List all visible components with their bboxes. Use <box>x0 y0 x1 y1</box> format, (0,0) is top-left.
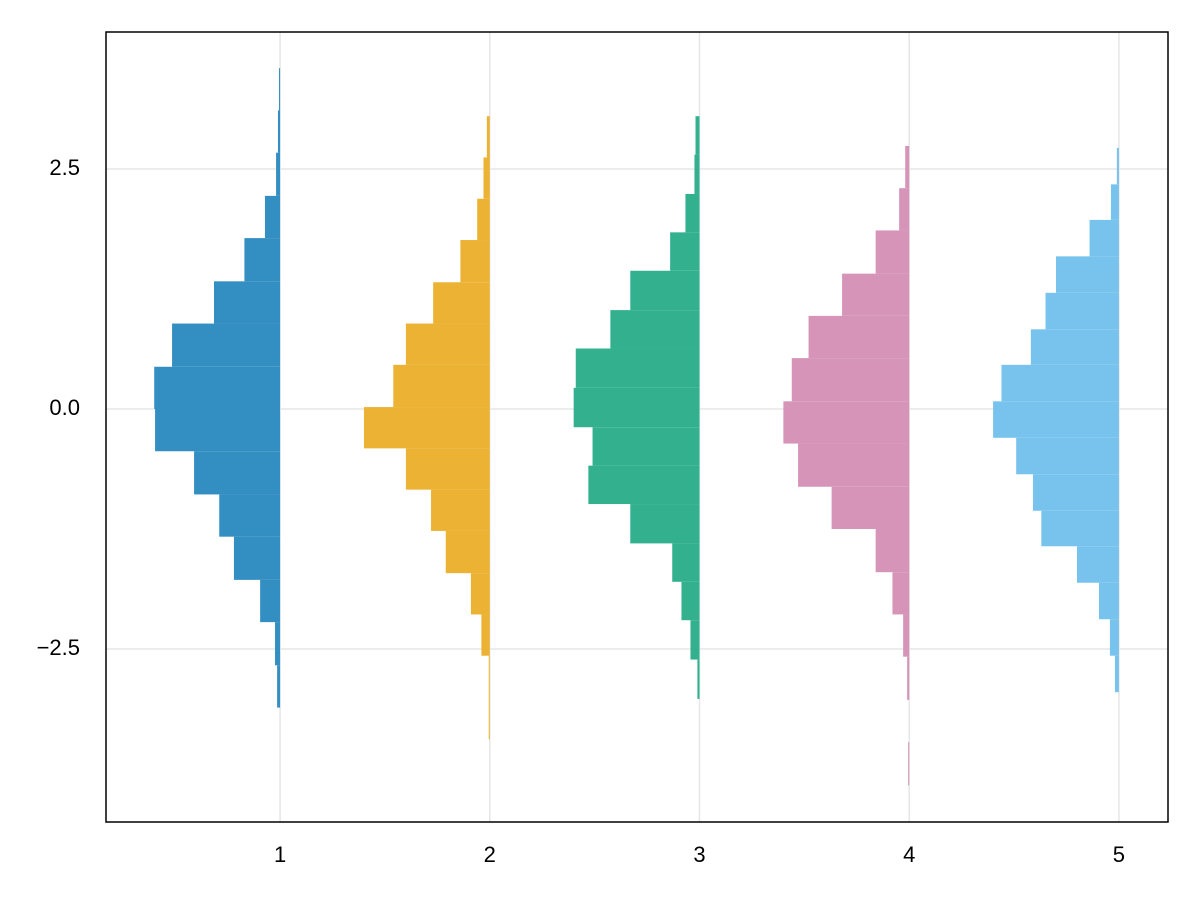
hist-bar <box>277 665 281 708</box>
hist-bar <box>892 572 910 615</box>
hist-bar <box>477 198 490 241</box>
hist-bar <box>405 323 490 365</box>
hist-bar <box>1056 256 1119 293</box>
hist-bar <box>172 323 281 367</box>
hist-bar <box>1001 364 1119 402</box>
hist-bar <box>842 273 910 316</box>
x-tick-label: 1 <box>274 842 286 867</box>
hist-bar <box>154 366 281 409</box>
hist-bar <box>831 486 910 530</box>
x-tick-label: 4 <box>903 842 915 867</box>
hist-bar <box>1099 582 1119 620</box>
hist-bar <box>1030 329 1119 365</box>
hist-bar <box>798 443 910 487</box>
hist-bar <box>488 655 490 698</box>
hist-bar <box>875 529 910 573</box>
hist-bar <box>695 116 700 155</box>
hist-bar <box>1109 619 1119 656</box>
hist-bar <box>1016 437 1119 475</box>
hist-bar <box>483 157 490 199</box>
hist-bar <box>279 68 281 111</box>
hist-bar <box>610 310 700 349</box>
hist-bar <box>694 154 700 194</box>
hist-bar <box>670 232 700 271</box>
hist-bar <box>194 451 281 495</box>
hist-bar <box>630 504 700 544</box>
hist-bar <box>1041 510 1119 547</box>
hist-bar <box>219 494 281 537</box>
hist-bar <box>791 358 910 402</box>
hist-bar <box>1089 219 1119 257</box>
hist-bar <box>903 614 910 657</box>
hist-bar <box>1045 292 1119 330</box>
hist-bar <box>573 387 700 428</box>
hist-bar <box>899 188 910 231</box>
hist-bar <box>907 656 910 700</box>
hist-bar <box>681 581 700 621</box>
hist-bar <box>488 697 490 740</box>
hist-bar <box>481 614 490 656</box>
hist-bar <box>588 465 700 505</box>
hist-bar <box>575 348 700 388</box>
hist-bar <box>264 195 281 239</box>
hist-bar <box>277 110 281 153</box>
hist-bar <box>808 315 910 359</box>
hist-bar <box>276 152 281 196</box>
hist-bar <box>1116 147 1119 185</box>
hist-bar <box>233 536 281 580</box>
y-tick-label: 2.5 <box>49 155 80 180</box>
hist-bar <box>405 448 490 490</box>
hist-bar <box>690 620 700 660</box>
hist-bar <box>630 270 700 311</box>
bars <box>154 68 1119 786</box>
y-tick-label: 0.0 <box>49 395 80 420</box>
x-tick-label: 2 <box>484 842 496 867</box>
x-tick-label: 3 <box>693 842 705 867</box>
hist-bar <box>1076 546 1119 583</box>
hist-bar <box>697 659 700 699</box>
hist-bar <box>260 579 281 623</box>
hist-bar <box>433 282 490 324</box>
hist-bar <box>470 573 490 615</box>
y-tick-label: −2.5 <box>37 635 80 660</box>
hist-bar <box>363 407 490 449</box>
ticks: 1 2 3 4 5 −2.5 0.0 2.5 <box>37 155 1125 867</box>
hist-bar <box>1114 655 1119 693</box>
hist-bar <box>908 742 910 786</box>
hist-bar <box>445 530 490 574</box>
hist-bar <box>155 408 281 452</box>
hist-bar <box>672 543 700 582</box>
hist-bar <box>431 489 490 531</box>
hist-bar <box>214 281 281 324</box>
hist-bar <box>783 401 910 444</box>
x-tick-label: 5 <box>1113 842 1125 867</box>
hist-bar <box>460 240 490 283</box>
hist-bar <box>592 427 700 466</box>
hist-bar <box>905 145 910 189</box>
hist-bar <box>685 193 700 233</box>
hist-bar <box>1032 474 1119 511</box>
plot-frame <box>105 31 1169 823</box>
hist-bar <box>393 364 490 408</box>
hist-bar <box>244 238 281 282</box>
hist-bar <box>875 230 910 274</box>
hist-bar <box>993 401 1119 438</box>
hist-bar <box>275 622 281 666</box>
hist-bar <box>1110 184 1119 220</box>
hist-bar <box>486 116 490 158</box>
